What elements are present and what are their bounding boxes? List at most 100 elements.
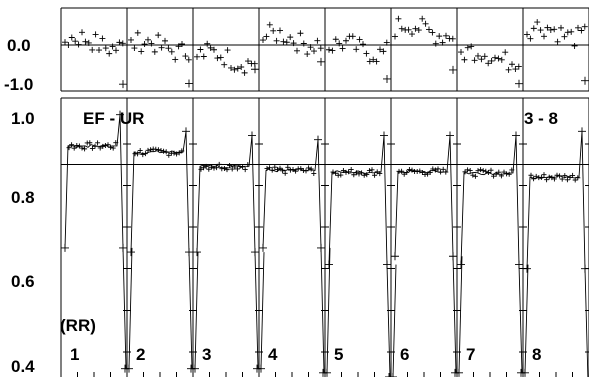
data-point <box>245 162 251 168</box>
data-point <box>251 248 259 257</box>
residual-point <box>113 47 119 54</box>
data-point <box>557 173 563 179</box>
residual-point <box>138 48 145 55</box>
residual-point <box>165 45 172 52</box>
residual-point <box>151 48 158 55</box>
data-point <box>449 252 457 261</box>
chart-title: EF - UR <box>83 109 144 128</box>
fit-curve <box>130 131 199 370</box>
residual-panel: 0.0 -1.0 <box>4 7 589 94</box>
residual-point <box>505 66 512 73</box>
data-point <box>232 164 238 170</box>
residual-point <box>277 27 283 34</box>
main-panel: 1.0 0.8 0.6 0.4 EF - UR 3 - 8 (RR) 1 2 3 4 5… <box>11 97 589 377</box>
data-point <box>234 166 240 172</box>
residual-point <box>228 64 234 71</box>
cycle-label: 8 <box>532 345 541 364</box>
data-point <box>340 168 346 174</box>
residual-point <box>179 40 185 47</box>
residual-point <box>383 74 391 83</box>
fit-curve <box>526 131 589 377</box>
residual-point <box>287 34 294 41</box>
data-point <box>135 151 141 157</box>
data-point <box>66 145 72 151</box>
data-point <box>323 368 331 377</box>
chart-subtitle: 3 - 8 <box>524 109 558 128</box>
data-point <box>303 168 309 174</box>
data-point <box>509 167 515 173</box>
data-point <box>391 252 399 261</box>
data-point <box>472 173 478 179</box>
residual-point <box>204 40 211 47</box>
data-point <box>575 175 581 181</box>
residual-point <box>449 65 457 74</box>
residual-point <box>297 30 304 37</box>
data-point <box>570 172 576 178</box>
residual-tick-label: -1.0 <box>4 75 33 94</box>
residual-point <box>547 26 554 33</box>
residual-point <box>119 80 127 89</box>
residual-point <box>409 31 415 38</box>
rr-label: (RR) <box>60 316 96 335</box>
data-point <box>425 171 431 177</box>
data-point <box>290 166 296 172</box>
residual-point <box>443 32 449 39</box>
data-point <box>572 177 578 183</box>
main-marks <box>61 98 589 377</box>
data-point <box>470 172 476 178</box>
cycle-label: 3 <box>202 345 211 364</box>
y-tick-label: 0.8 <box>11 188 35 207</box>
data-point <box>330 169 336 175</box>
residual-point <box>304 51 311 58</box>
data-point <box>221 166 227 172</box>
residual-point <box>162 37 168 44</box>
data-point <box>61 243 69 252</box>
residual-point <box>280 38 287 45</box>
data-point <box>549 175 555 181</box>
data-point <box>531 176 537 182</box>
residual-point <box>68 34 75 41</box>
residual-point <box>231 66 238 73</box>
residual-point <box>307 44 314 51</box>
data-point <box>108 144 114 150</box>
data-point <box>140 152 146 158</box>
residual-point <box>175 43 182 50</box>
data-point <box>351 172 357 178</box>
residual-point <box>273 37 280 44</box>
residual-point <box>370 56 377 63</box>
data-point <box>504 171 510 177</box>
residual-point <box>426 26 432 33</box>
data-point <box>314 135 322 144</box>
residual-point <box>141 41 148 48</box>
residual-point <box>464 44 471 51</box>
cycle-label: 6 <box>400 345 409 364</box>
data-point <box>224 167 230 173</box>
residual-point <box>241 69 248 76</box>
residual-point <box>245 58 251 65</box>
data-point <box>127 248 135 257</box>
residual-point <box>571 42 578 49</box>
data-point <box>174 151 180 157</box>
residual-point <box>575 24 581 31</box>
data-point <box>259 243 267 252</box>
residual-point <box>515 79 523 88</box>
data-point <box>166 152 172 158</box>
data-point <box>267 165 273 171</box>
data-point <box>282 170 288 176</box>
residual-point <box>326 46 332 53</box>
residual-point <box>207 44 214 51</box>
data-point <box>182 127 190 136</box>
data-point <box>366 168 372 174</box>
data-point <box>377 171 383 177</box>
data-point <box>401 171 407 177</box>
residual-point <box>92 31 99 38</box>
data-point <box>176 150 182 156</box>
residual-point <box>415 27 422 34</box>
residual-point <box>155 32 162 39</box>
data-point <box>430 166 436 172</box>
residual-point <box>300 40 307 47</box>
data-point <box>97 145 103 151</box>
data-point <box>191 364 199 373</box>
data-point <box>567 174 573 180</box>
